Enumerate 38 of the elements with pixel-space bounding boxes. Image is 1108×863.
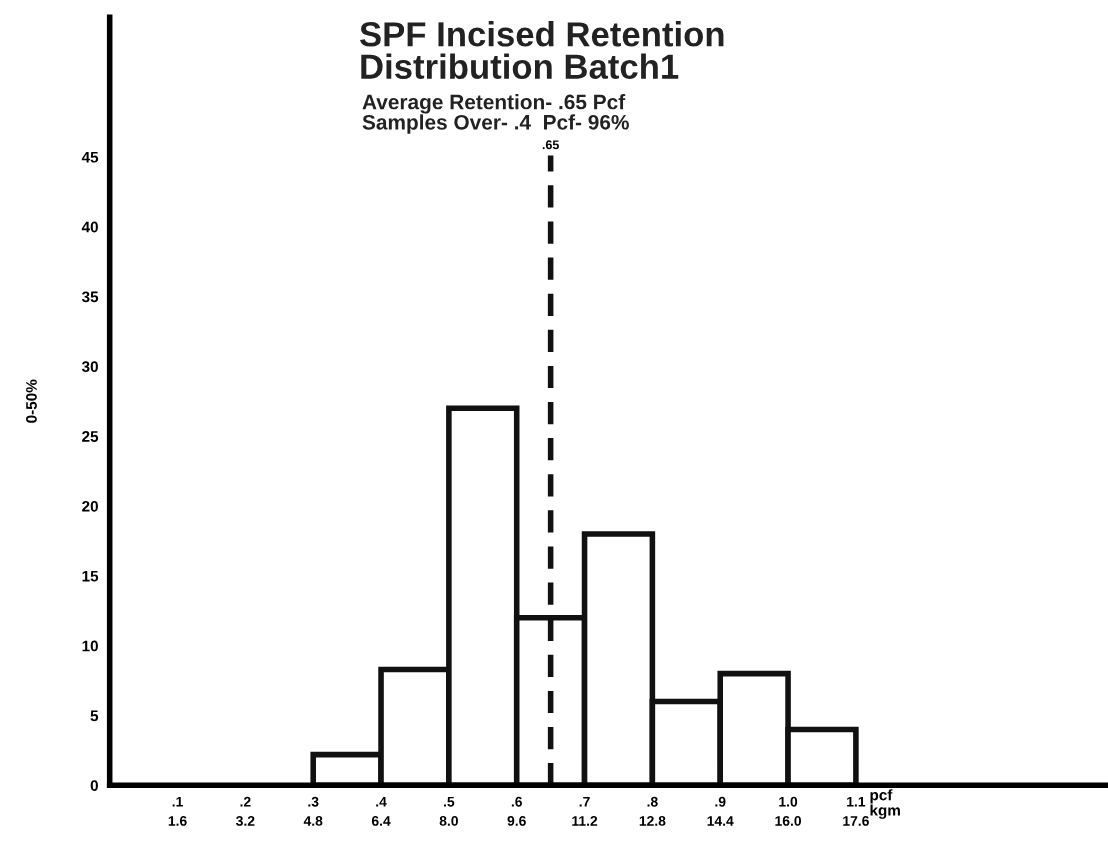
x-tick-label: 1.1	[847, 796, 866, 807]
x-tick-label: .1	[172, 796, 183, 807]
y-tick-label: 40	[81, 221, 98, 233]
x-tick-label: 1.0	[779, 796, 798, 807]
x-tick-label: .6	[511, 796, 522, 807]
chart-title: SPF Incised Retention Distribution Batch1	[359, 21, 724, 79]
x2-tick-label: 16.0	[775, 816, 802, 826]
x2-tick-label: 4.8	[303, 816, 323, 826]
x2-tick-label: 17.6	[843, 816, 869, 826]
y-tick-label: 15	[82, 570, 99, 582]
y-axis-title: 0-50%	[26, 379, 37, 423]
y-tick-label: 30	[81, 361, 98, 373]
y-tick-label: 10	[82, 640, 98, 652]
y-tick-label: 20	[82, 500, 98, 512]
y-tick-label: 45	[81, 151, 99, 163]
y-tick-label: 5	[90, 710, 99, 722]
text: Average Retention- .65 Pcf Samples Over- .4 Pcf- 96%	[362, 94, 629, 134]
ref-line-label: .65	[542, 140, 559, 150]
x2-tick-label: 8.0	[439, 816, 458, 826]
x-tick-label: .9	[715, 796, 726, 807]
x2-tick-label: 14.4	[707, 816, 734, 826]
x2-axis-title: kgm	[870, 804, 900, 819]
x2-tick-label: 12.8	[639, 816, 666, 826]
x2-tick-label: 11.2	[572, 816, 598, 826]
y-tick-label: 0	[90, 780, 98, 792]
x-tick-label: .3	[308, 796, 319, 807]
x2-tick-label: 6.4	[371, 816, 391, 826]
x-tick-label: .8	[647, 796, 658, 807]
x-tick-label: .7	[579, 796, 590, 807]
x2-tick-label: 1.6	[168, 816, 187, 826]
x-tick-label: .2	[240, 796, 251, 807]
x-axis-title: pcf	[870, 789, 893, 804]
x-tick-label: .4	[376, 796, 387, 807]
y-tick-label: 25	[82, 431, 99, 442]
y-tick-label: 35	[81, 291, 99, 303]
x2-tick-label: 3.2	[236, 816, 255, 826]
x2-tick-label: 9.6	[507, 816, 526, 826]
x-tick-label: .5	[444, 796, 455, 807]
